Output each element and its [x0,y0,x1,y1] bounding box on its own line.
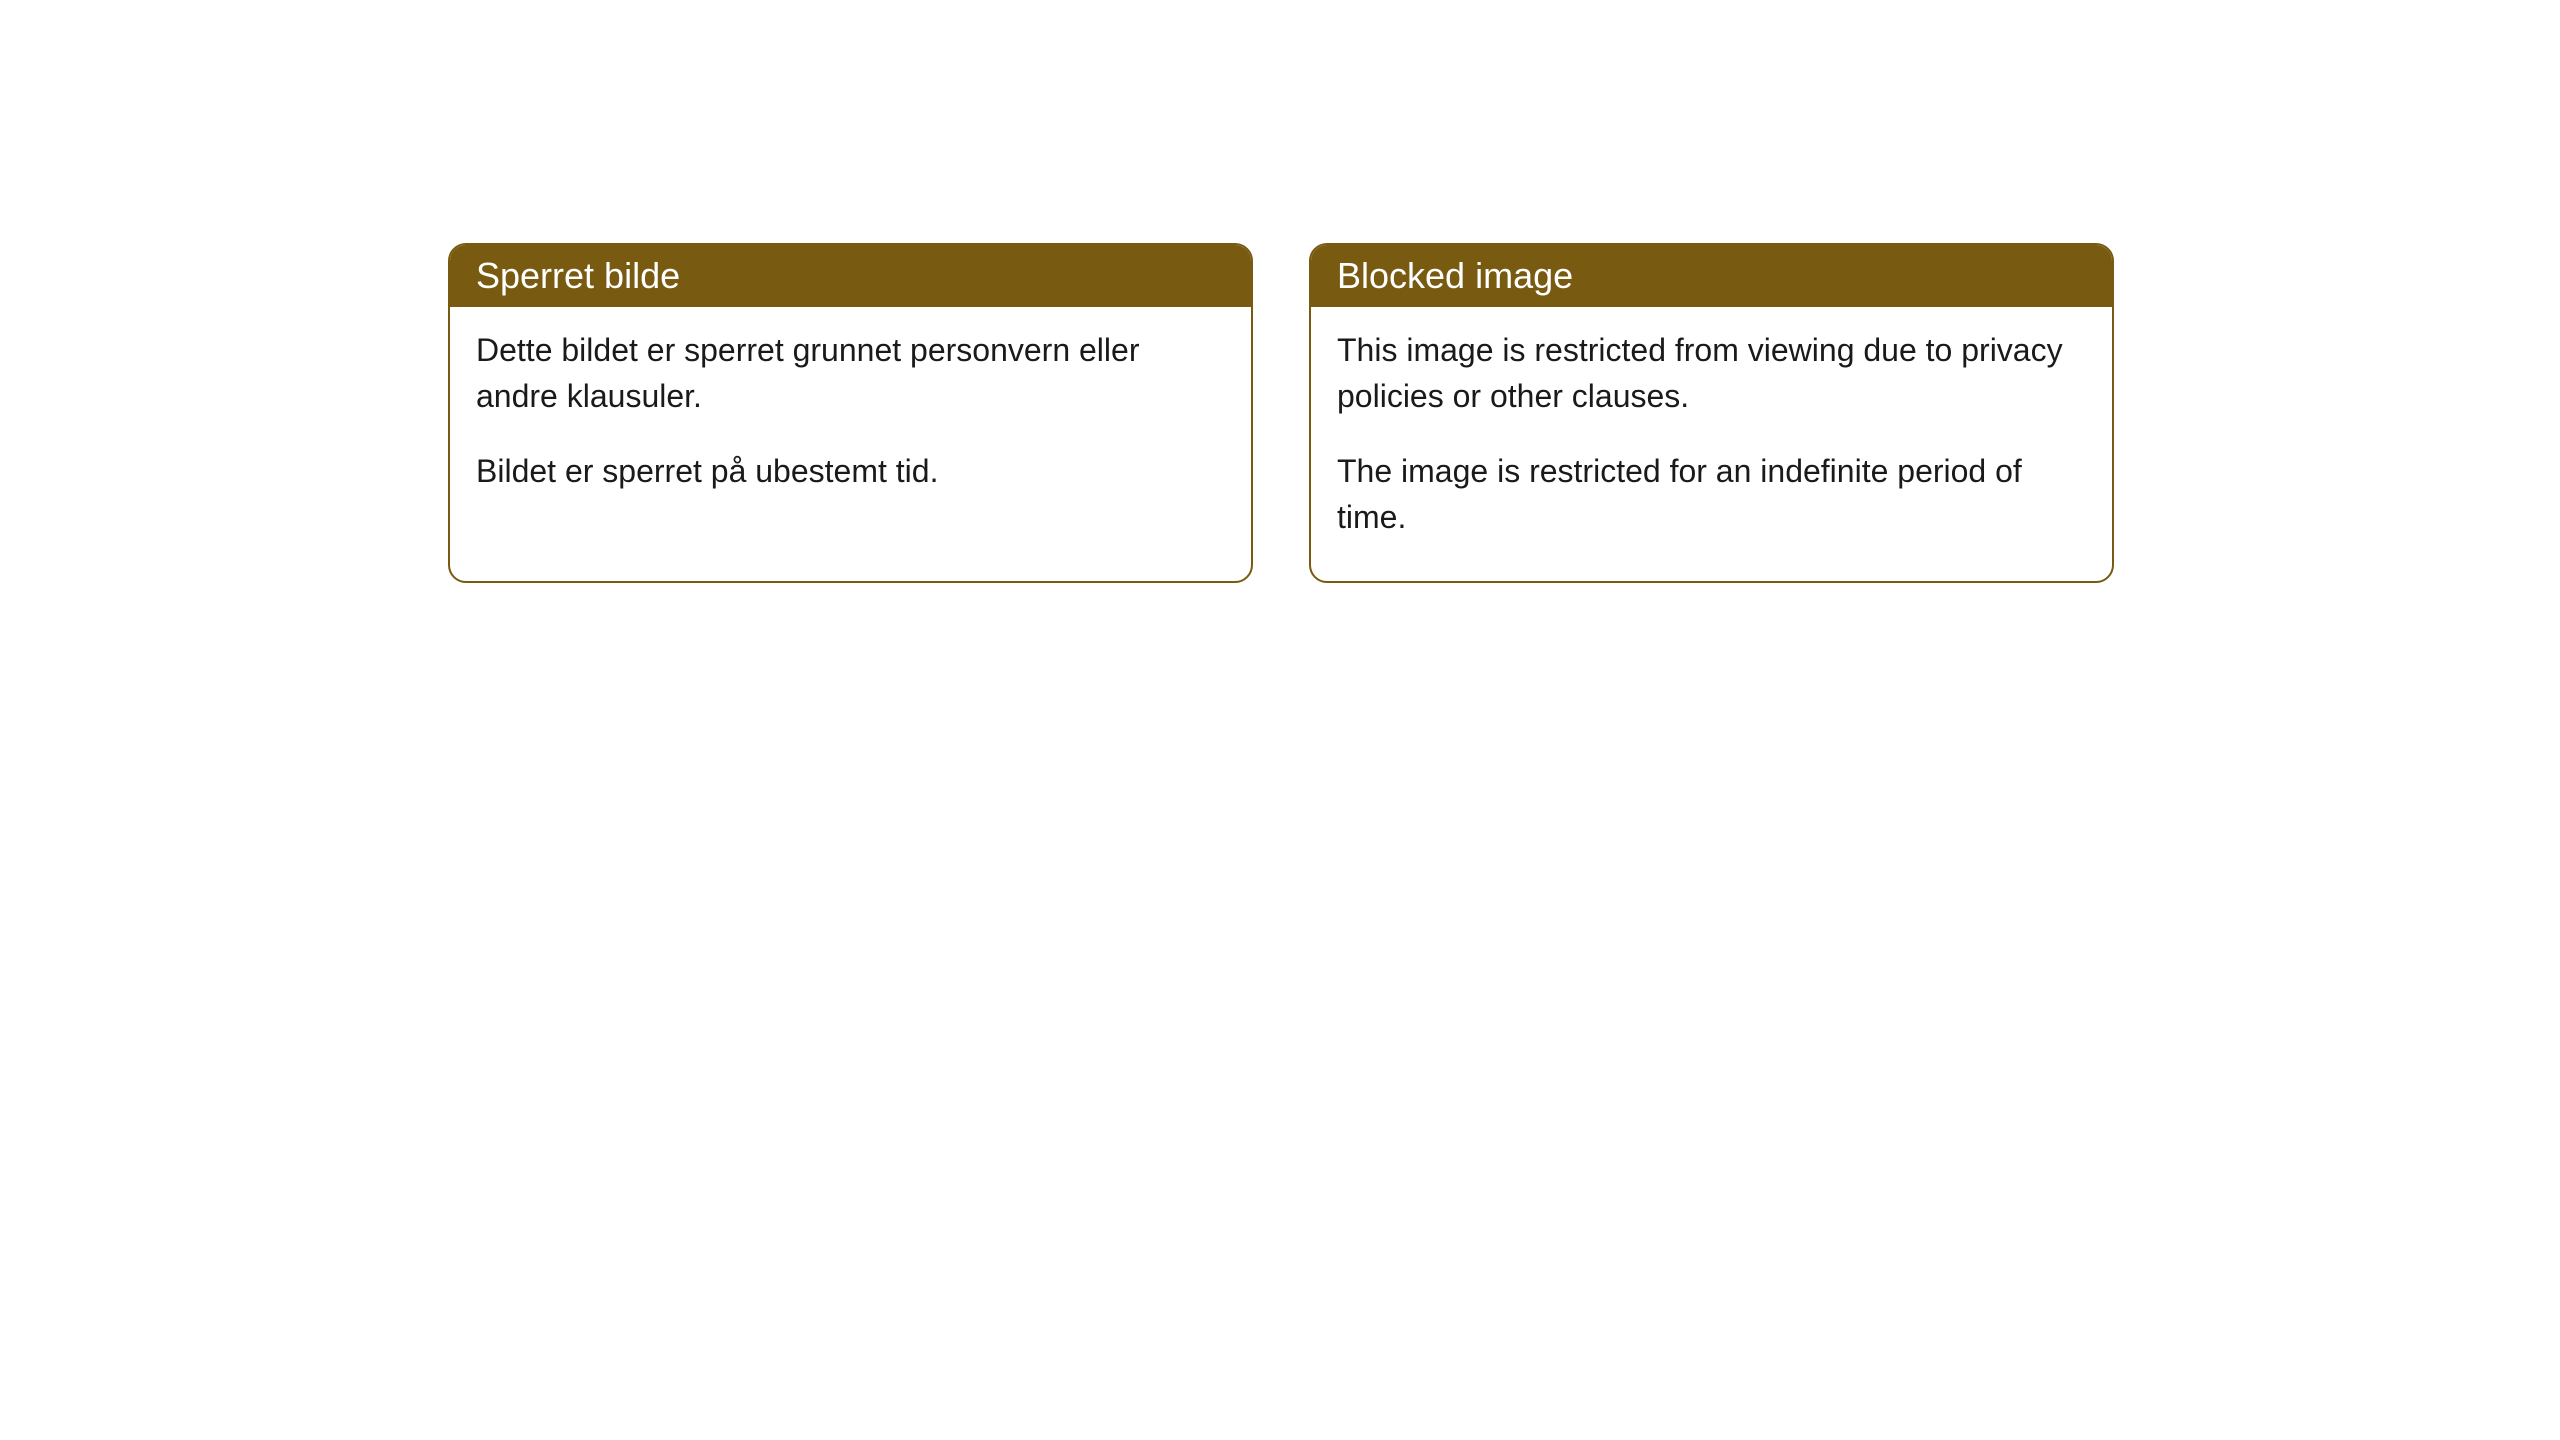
notice-card-norwegian: Sperret bilde Dette bildet er sperret gr… [448,243,1253,583]
notice-text-1: This image is restricted from viewing du… [1337,327,2086,420]
notice-header-english: Blocked image [1311,245,2112,307]
notice-header-norwegian: Sperret bilde [450,245,1251,307]
notice-card-english: Blocked image This image is restricted f… [1309,243,2114,583]
notice-text-2: The image is restricted for an indefinit… [1337,448,2086,541]
notice-text-2: Bildet er sperret på ubestemt tid. [476,448,1225,494]
notice-text-1: Dette bildet er sperret grunnet personve… [476,327,1225,420]
notice-body-english: This image is restricted from viewing du… [1311,307,2112,581]
notice-body-norwegian: Dette bildet er sperret grunnet personve… [450,307,1251,534]
notice-container: Sperret bilde Dette bildet er sperret gr… [448,243,2114,583]
